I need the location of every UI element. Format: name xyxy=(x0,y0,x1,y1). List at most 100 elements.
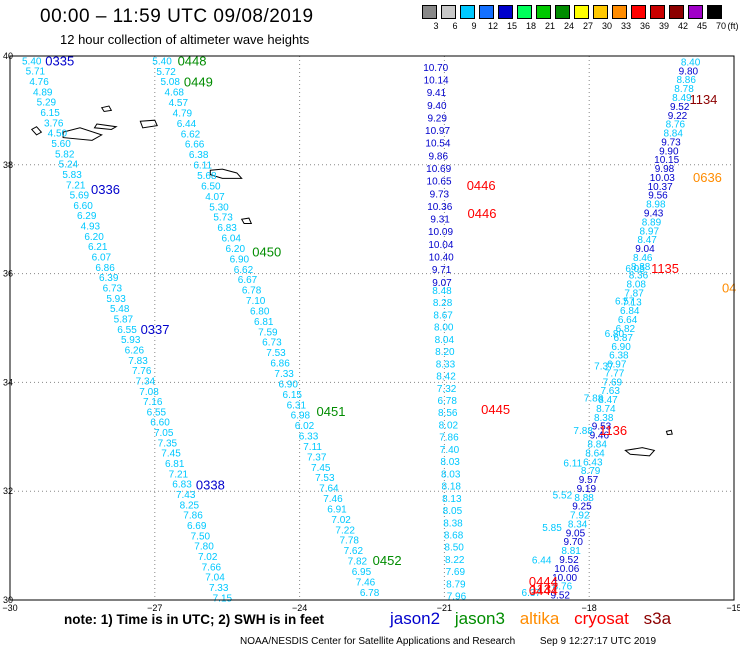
wave-height-value: 8.84 xyxy=(663,129,683,140)
wave-height-value: 7.53 xyxy=(266,348,286,359)
wave-height-value: 8.34 xyxy=(568,519,588,530)
wave-height-value: 10.54 xyxy=(425,139,450,150)
graciosa-island xyxy=(100,105,113,113)
wave-height-value: 6.38 xyxy=(189,150,209,161)
longitude-label: −24 xyxy=(292,603,307,613)
pass-time-label: 1137 xyxy=(530,582,558,597)
wave-height-value: 10.03 xyxy=(650,173,675,184)
wave-height-value: 8.56 xyxy=(438,408,458,419)
wave-height-value: 6.84 xyxy=(620,306,640,317)
wave-height-value: 4.79 xyxy=(173,108,193,119)
wave-height-value: 6.91 xyxy=(327,504,347,515)
wave-height-value: 8.28 xyxy=(433,298,453,309)
wave-height-value: 6.73 xyxy=(262,338,282,349)
wave-height-value: 7.82 xyxy=(348,557,368,568)
scale-swatch xyxy=(555,5,570,19)
latitude-label: 36 xyxy=(3,269,13,279)
wave-height-value: 7.46 xyxy=(356,577,376,588)
porto-santo-island xyxy=(665,429,673,436)
legend-altika: altika xyxy=(519,609,560,628)
latitude-label: 34 xyxy=(3,377,13,387)
wave-height-value: 5.40 xyxy=(22,56,42,67)
wave-height-value: 6.38 xyxy=(609,351,629,362)
pass-time-label: 1135 xyxy=(651,261,679,276)
pass-time-label: 0444 xyxy=(529,574,558,589)
terceira-island xyxy=(139,119,158,129)
wave-height-value: 7.33 xyxy=(209,583,229,594)
wave-height-value: 6.90 xyxy=(278,379,298,390)
wave-height-value: 6.78 xyxy=(242,286,262,297)
wave-height-value: 6.50 xyxy=(201,181,221,192)
wave-height-value: 9.73 xyxy=(430,189,450,200)
latitude-label: 38 xyxy=(3,160,13,170)
wave-height-value: 7.15 xyxy=(213,593,233,604)
wave-height-value: 6.11 xyxy=(563,458,582,469)
pass-time-label: 0445 xyxy=(481,402,510,417)
wave-height-value: 5.68 xyxy=(197,171,217,182)
credit-line: NOAA/NESDIS Center for Satellite Applica… xyxy=(240,636,656,647)
scale-label: 6 xyxy=(452,21,458,31)
wave-height-value: 5.83 xyxy=(62,170,82,181)
scale-label: 12 xyxy=(487,21,498,31)
wave-height-value: 5.93 xyxy=(106,294,126,305)
wave-height-value: 5.60 xyxy=(51,139,71,150)
wave-height-value: 7.10 xyxy=(246,296,266,307)
scale-label: 39 xyxy=(658,21,669,31)
scale-swatch xyxy=(460,5,475,19)
wave-height-value: 7.53 xyxy=(315,473,335,484)
wave-height-value: 9.52 xyxy=(670,102,690,113)
wave-height-value: 10.14 xyxy=(424,76,449,87)
scale-swatch xyxy=(707,5,722,19)
credit-org: NOAA/NESDIS Center for Satellite Applica… xyxy=(240,636,516,647)
scale-swatch xyxy=(688,5,703,19)
wave-height-value: 10.69 xyxy=(426,164,451,175)
page-title: 00:00 – 11:59 UTC 09/08/2019 xyxy=(40,6,314,27)
wave-height-value: 6.80 xyxy=(605,329,625,340)
wave-height-value: 8.48 xyxy=(432,286,452,297)
land-outlines xyxy=(30,105,673,457)
scale-label: 42 xyxy=(677,21,688,31)
scale-swatch xyxy=(517,5,532,19)
wave-height-value: 6.86 xyxy=(270,359,290,370)
wave-height-value: 8.88 xyxy=(574,493,594,504)
pass-time-label: 1134 xyxy=(689,92,717,107)
pass-time-label: 0448 xyxy=(178,53,207,68)
pass-time-label: 0444 xyxy=(529,583,558,598)
wave-height-value: 4.07 xyxy=(205,192,225,203)
wave-height-value: 7.96 xyxy=(447,592,467,603)
pass-time-label: 0450 xyxy=(252,245,281,260)
graticule xyxy=(10,56,734,600)
wave-height-value: 8.36 xyxy=(629,271,649,282)
wave-height-value: 7.59 xyxy=(258,327,278,338)
wave-height-value: 7.92 xyxy=(570,511,590,522)
wave-height-value: 8.64 xyxy=(585,448,605,459)
wave-height-value: 9.46 xyxy=(590,431,610,442)
scale-swatch xyxy=(574,5,589,19)
wave-height-value: 8.13 xyxy=(442,494,462,505)
wave-height-value: 8.38 xyxy=(443,518,463,529)
wave-height-value: 8.47 xyxy=(637,235,657,246)
wave-height-value: 7.05 xyxy=(154,428,174,439)
wave-height-value: 8.98 xyxy=(646,200,666,211)
wave-height-value: 7.87 xyxy=(624,288,644,299)
track-d: 8.488.288.67 8.008.048.208.33 8.427.326.78… xyxy=(432,286,510,603)
wave-height-value: 10.40 xyxy=(429,252,454,263)
wave-height-value: 8.38 xyxy=(631,262,651,273)
wave-height-value: 7.45 xyxy=(311,463,331,474)
wave-height-value: 6.04 xyxy=(221,234,241,245)
wave-height-value: 9.57 xyxy=(579,475,599,486)
wave-height-value: 8.79 xyxy=(446,579,466,590)
wave-height-value: 4.68 xyxy=(165,88,185,99)
longitude-label: −30 xyxy=(2,603,17,613)
wave-height-value: 8.33 xyxy=(436,359,456,370)
wave-height-value: 9.29 xyxy=(427,113,447,124)
wave-height-value: 6.86 xyxy=(95,263,115,274)
longitude-label: −15 xyxy=(726,603,740,613)
scale-swatch xyxy=(441,5,456,19)
wave-height-value: 6.83 xyxy=(217,223,237,234)
scale-label: 9 xyxy=(471,21,477,31)
sao-jorge-island xyxy=(93,123,118,130)
scale-label: 30 xyxy=(601,21,612,31)
wave-height-value: 7.45 xyxy=(161,449,181,460)
wave-height-value: 7.40 xyxy=(440,445,460,456)
